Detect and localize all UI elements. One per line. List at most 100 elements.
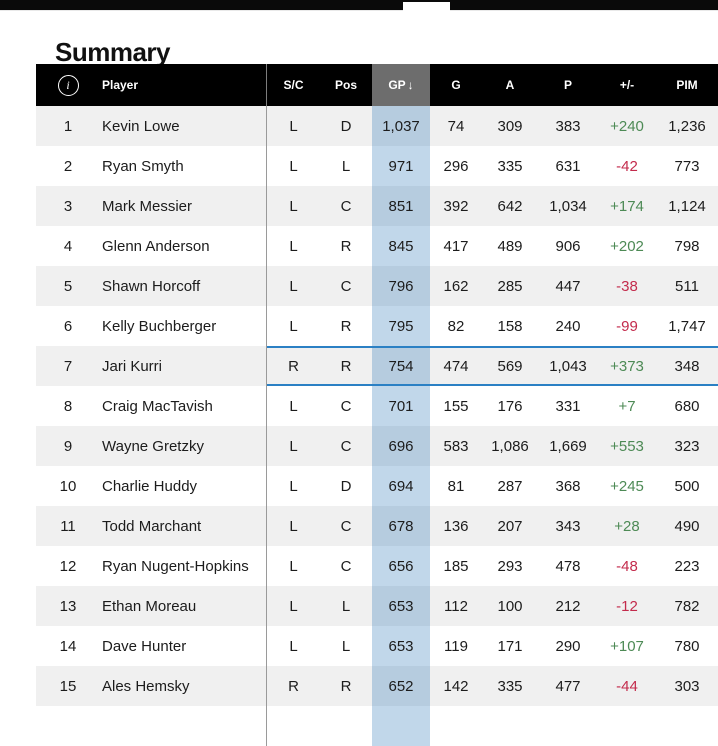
rank-cell [36, 706, 100, 746]
table-row[interactable]: 4 Glenn Anderson L R 845 417 489 906 +20… [36, 226, 718, 266]
column-header-info[interactable]: i [36, 64, 100, 106]
stat-points: 1,043 [538, 346, 598, 386]
rank-cell: 13 [59, 597, 77, 615]
table-row[interactable]: 10 Charlie Huddy L D 694 81 287 368 +245… [36, 466, 718, 506]
rank-cell: 14 [59, 637, 77, 655]
column-header-sc[interactable]: S/C [283, 78, 304, 92]
stat-assists: 642 [497, 197, 523, 215]
stat-assists: 1,086 [491, 437, 529, 455]
column-header-pim[interactable]: PIM [676, 78, 698, 92]
stat-penalty-minutes: 323 [674, 437, 700, 455]
column-header-plusminus[interactable]: +/- [619, 78, 635, 92]
stat-plus-minus [598, 706, 656, 746]
stat-penalty-minutes: 1,236 [668, 117, 706, 135]
table-row[interactable]: 14 Dave Hunter L L 653 119 171 290 +107 … [36, 626, 718, 666]
stat-assists: 100 [497, 597, 523, 615]
stat-goals: 81 [447, 477, 465, 495]
player-name[interactable]: Ryan Smyth [100, 146, 267, 186]
column-header-pos[interactable]: Pos [334, 78, 357, 92]
rank-cell: 3 [63, 197, 73, 215]
table-row[interactable]: 12 Ryan Nugent-Hopkins L C 656 185 293 4… [36, 546, 718, 586]
stat-goals: 112 [444, 597, 468, 615]
stat-games-played: 656 [372, 546, 430, 586]
rank-cell: 5 [63, 277, 73, 295]
stat-games-played: 694 [372, 466, 430, 506]
player-name[interactable]: Kelly Buchberger [100, 306, 267, 346]
table-row[interactable]: 6 Kelly Buchberger L R 795 82 158 240 -9… [36, 306, 718, 346]
stat-position: L [341, 637, 351, 655]
player-name[interactable]: Dave Hunter [100, 626, 267, 666]
table-row[interactable]: 9 Wayne Gretzky L C 696 583 1,086 1,669 … [36, 426, 718, 466]
player-name[interactable]: Glenn Anderson [100, 226, 267, 266]
player-name[interactable]: Ryan Nugent-Hopkins [100, 546, 267, 586]
table-row[interactable]: 11 Todd Marchant L C 678 136 207 343 +28… [36, 506, 718, 546]
column-header-p[interactable]: P [563, 78, 572, 92]
player-name[interactable]: Shawn Horcoff [100, 266, 267, 306]
stat-shoots-catches: L [289, 317, 298, 335]
stat-plus-minus: +202 [610, 237, 644, 255]
column-header-a[interactable]: A [505, 78, 515, 92]
player-name[interactable]: Mark Messier [100, 186, 267, 226]
stat-assists [482, 706, 538, 746]
stat-plus-minus: +373 [598, 346, 656, 386]
player-name[interactable] [100, 706, 267, 746]
horizontal-scrollbar-thumb[interactable] [403, 2, 450, 11]
table-row[interactable]: 2 Ryan Smyth L L 971 296 335 631 -42 773 [36, 146, 718, 186]
player-name[interactable]: Ethan Moreau [100, 586, 267, 626]
player-name[interactable]: Ales Hemsky [100, 666, 267, 706]
stat-penalty-minutes: 303 [674, 677, 700, 695]
table-row[interactable] [36, 706, 718, 746]
stat-shoots-catches: L [289, 437, 298, 455]
stat-goals: 155 [443, 397, 469, 415]
player-name[interactable]: Craig MacTavish [100, 386, 267, 426]
rank-cell: 4 [63, 237, 73, 255]
stat-assists: 293 [497, 557, 523, 575]
column-header-gp-label: GP [388, 78, 406, 92]
stat-penalty-minutes: 773 [674, 157, 700, 175]
stat-games-played: 754 [372, 346, 430, 386]
stat-penalty-minutes: 782 [674, 597, 700, 615]
stat-plus-minus: +245 [610, 477, 644, 495]
horizontal-scrollbar-track[interactable] [0, 0, 718, 11]
stat-penalty-minutes: 500 [674, 477, 700, 495]
table-row[interactable]: 7 Jari Kurri R R 754 474 569 1,043 +373 … [36, 346, 718, 386]
info-icon[interactable]: i [57, 74, 79, 96]
stat-position [320, 706, 372, 746]
player-name[interactable]: Wayne Gretzky [100, 426, 267, 466]
stat-penalty-minutes: 223 [674, 557, 700, 575]
stat-penalty-minutes: 798 [674, 237, 700, 255]
player-name[interactable]: Charlie Huddy [100, 466, 267, 506]
column-header-gp-sorted[interactable]: GP ↓ [372, 64, 430, 106]
stat-position: R [320, 346, 372, 386]
player-stats-table: i Player S/C Pos GP ↓ G A P +/- PIM 1 Ke… [36, 64, 718, 746]
rank-cell: 8 [63, 397, 73, 415]
player-name[interactable]: Kevin Lowe [100, 106, 267, 146]
stat-goals: 74 [447, 117, 465, 135]
player-name[interactable]: Todd Marchant [100, 506, 267, 546]
stat-assists: 335 [497, 677, 523, 695]
stat-assists: 285 [497, 277, 523, 295]
stat-shoots-catches: R [288, 677, 299, 695]
stat-position: C [340, 557, 352, 575]
stat-goals: 82 [447, 317, 465, 335]
table-row[interactable]: 15 Ales Hemsky R R 652 142 335 477 -44 3… [36, 666, 718, 706]
table-row[interactable]: 1 Kevin Lowe L D 1,037 74 309 383 +240 1… [36, 106, 718, 146]
column-header-g[interactable]: G [451, 78, 461, 92]
stat-assists: 489 [497, 237, 523, 255]
column-header-player[interactable]: Player [100, 64, 267, 106]
stat-assists: 287 [497, 477, 523, 495]
stat-assists: 176 [497, 397, 523, 415]
stat-goals [430, 706, 482, 746]
stat-points: 478 [555, 557, 581, 575]
stat-position: C [340, 397, 352, 415]
rank-cell: 6 [63, 317, 73, 335]
player-name[interactable]: Jari Kurri [100, 346, 267, 386]
stat-games-played: 1,037 [372, 106, 430, 146]
table-row[interactable]: 13 Ethan Moreau L L 653 112 100 212 -12 … [36, 586, 718, 626]
stat-plus-minus: +174 [610, 197, 644, 215]
table-row[interactable]: 5 Shawn Horcoff L C 796 162 285 447 -38 … [36, 266, 718, 306]
stat-goals: 296 [443, 157, 469, 175]
table-row[interactable]: 8 Craig MacTavish L C 701 155 176 331 +7… [36, 386, 718, 426]
stat-position: R [340, 317, 352, 335]
table-row[interactable]: 3 Mark Messier L C 851 392 642 1,034 +17… [36, 186, 718, 226]
